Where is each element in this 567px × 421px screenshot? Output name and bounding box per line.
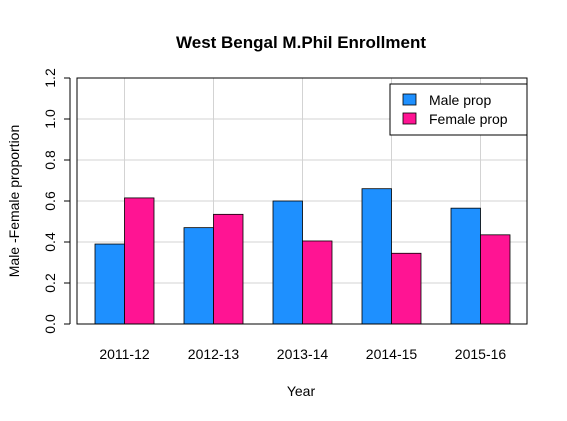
x-tick-label: 2011-12 — [99, 346, 150, 362]
y-tick-label: 0.2 — [42, 273, 58, 293]
bar-male-2011-12 — [94, 243, 125, 325]
y-tick-label: 1.2 — [42, 68, 58, 88]
legend-swatch — [402, 112, 417, 125]
legend: Male prop Female prop — [389, 83, 528, 136]
x-tick-label: 2012-13 — [188, 346, 240, 362]
y-axis-label: Male -Female proportion — [6, 125, 22, 278]
legend-label: Male prop — [429, 92, 491, 108]
legend-label: Female prop — [429, 111, 508, 127]
bar-female-2011-12 — [124, 197, 155, 325]
bar-male-2014-15 — [361, 188, 392, 325]
y-tick-label: 0.4 — [42, 232, 58, 252]
y-tick-label: 0.6 — [42, 191, 58, 211]
x-axis-label: Year — [287, 383, 316, 399]
y-tick-label: 1.0 — [42, 109, 58, 129]
bar-male-2013-14 — [272, 200, 303, 325]
x-tick-label: 2014-15 — [366, 346, 418, 362]
bars — [94, 188, 511, 325]
plot-frame — [76, 77, 528, 325]
bar-female-2012-13 — [213, 213, 244, 325]
bar-female-2013-14 — [302, 240, 333, 325]
bar-male-2015-16 — [450, 207, 481, 325]
bar-female-2015-16 — [480, 234, 511, 325]
x-tick-label: 2013-14 — [277, 346, 329, 362]
bar-male-2012-13 — [183, 227, 214, 325]
bar-female-2014-15 — [391, 252, 422, 325]
chart-title: West Bengal M.Phil Enrollment — [176, 33, 426, 52]
x-axis: 2011-12 2012-13 2013-14 2014-15 2015-16 — [99, 346, 506, 362]
x-tick-label: 2015-16 — [455, 346, 507, 362]
y-tick-label: 0.0 — [42, 314, 58, 334]
legend-swatch — [402, 93, 417, 106]
y-axis: 0.0 0.2 0.4 0.6 0.8 1.0 1.2 — [42, 68, 71, 334]
y-tick-label: 0.8 — [42, 150, 58, 170]
legend-box — [389, 83, 528, 136]
